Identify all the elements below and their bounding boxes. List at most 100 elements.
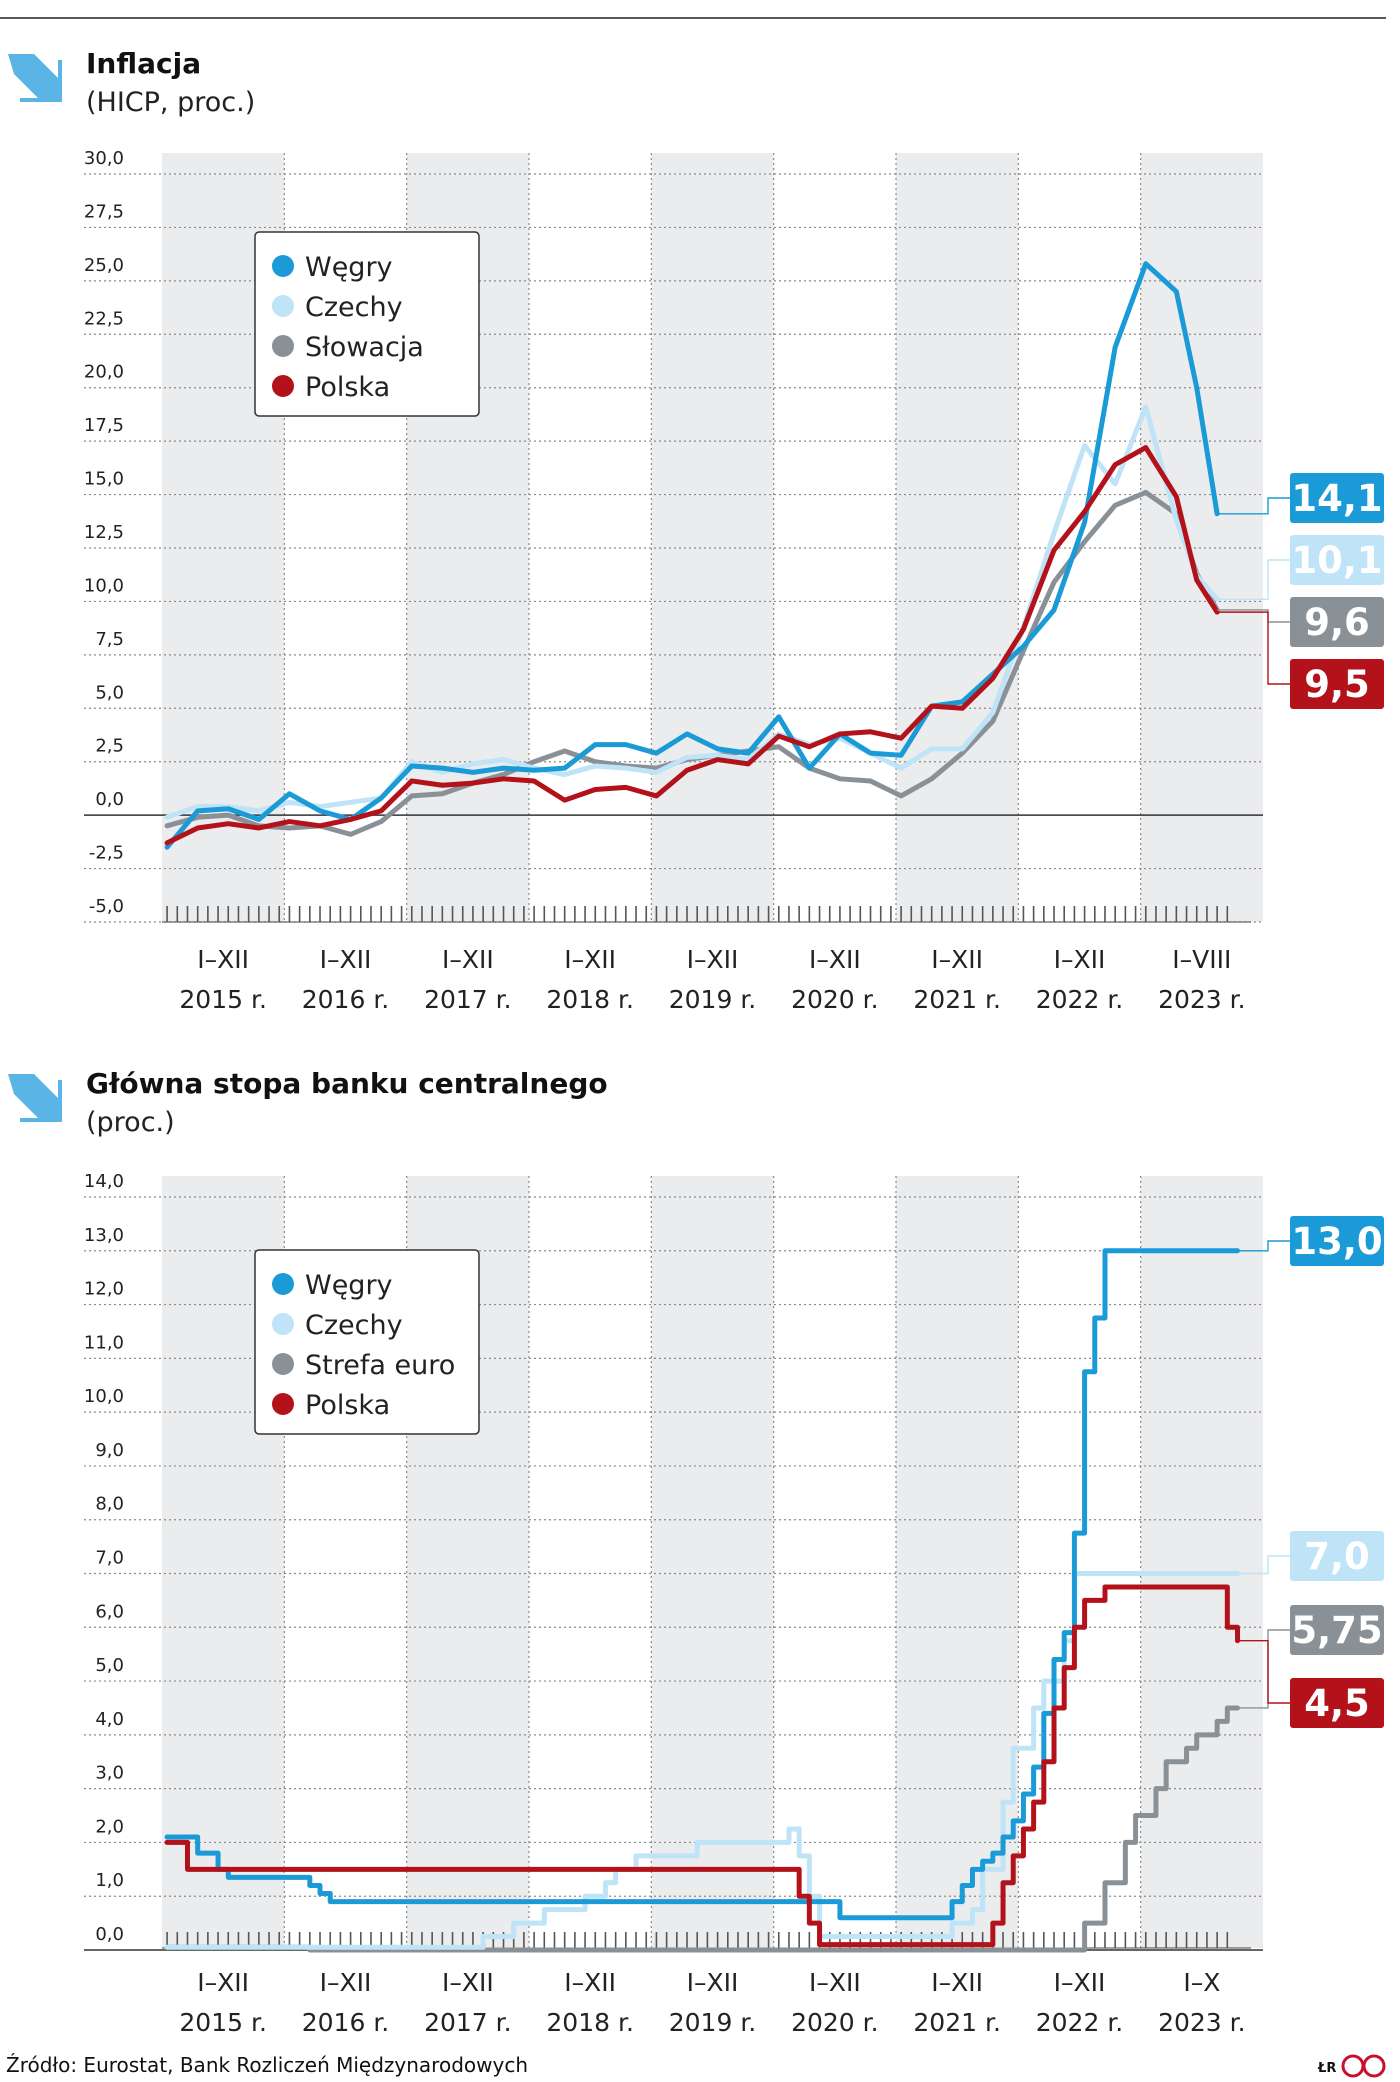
year-band xyxy=(896,153,1019,922)
end-label-connector xyxy=(1217,497,1290,515)
source-note: Źródło: Eurostat, Bank Rozliczeń Międzyn… xyxy=(6,2053,528,2077)
y-tick-label: 8,0 xyxy=(95,1494,124,1515)
end-label-value: 7,0 xyxy=(1304,1535,1370,1578)
x-label-period: I–XII xyxy=(687,1968,739,1997)
y-tick-label: 13,0 xyxy=(84,1225,124,1246)
y-tick-label: 10,0 xyxy=(84,575,124,596)
x-label-year: 2018 r. xyxy=(546,985,634,1014)
legend-entry: Polska xyxy=(305,1390,390,1421)
end-label-connector xyxy=(1237,1640,1290,1704)
chart2-arrow-icon xyxy=(8,1074,62,1122)
x-label-period: I–XII xyxy=(320,1968,372,1997)
y-tick-label: 0,0 xyxy=(95,789,124,810)
y-tick-label: 30,0 xyxy=(84,148,124,169)
end-label-value: 5,75 xyxy=(1291,1609,1382,1652)
policy-rate-chart: 14,0 13,0 12,0 11,0 10,0 9,0 8,0 7,0 6,0 5,0 4,0 3,… xyxy=(84,1171,1384,2037)
end-label-connector xyxy=(1237,1555,1290,1575)
x-label-period: I–XII xyxy=(931,945,983,974)
x-label-year: 2016 r. xyxy=(302,985,390,1014)
y-tick-label: 7,0 xyxy=(95,1548,124,1569)
x-label-year: 2015 r. xyxy=(179,985,267,1014)
x-label-period: I–XII xyxy=(197,945,249,974)
y-tick-label: 0,0 xyxy=(95,1924,124,1945)
x-label-year: 2017 r. xyxy=(424,2008,512,2037)
x-label-period: I–XII xyxy=(1054,945,1106,974)
x-label-period: I–XII xyxy=(1054,1968,1106,1997)
legend-entry: Węgry xyxy=(305,252,393,283)
y-tick-label: 15,0 xyxy=(84,469,124,490)
chart1-arrow-icon xyxy=(8,54,62,102)
end-label-box xyxy=(1290,473,1384,523)
series-line-polska xyxy=(164,445,1220,846)
x-label-year: 2018 r. xyxy=(546,2008,634,2037)
x-label-period: I–XII xyxy=(320,945,372,974)
end-label-value: 13,0 xyxy=(1291,1220,1382,1263)
legend-swatch xyxy=(272,375,294,397)
legend: Węgry Czechy Słowacja Polska xyxy=(254,231,480,417)
y-tick-label: 5,0 xyxy=(95,1655,124,1676)
end-label-value: 9,6 xyxy=(1304,601,1370,644)
x-label-year: 2021 r. xyxy=(913,985,1001,1014)
x-label-year: 2015 r. xyxy=(179,2008,267,2037)
inflation-chart: 30,0 27,5 25,0 22,5 20,0 17,5 15,0 12,5 10,0 7,5 5… xyxy=(84,148,1384,1014)
x-label-year: 2016 r. xyxy=(302,2008,390,2037)
x-label-period: I–XII xyxy=(809,1968,861,1997)
y-tick-label: -5,0 xyxy=(89,896,124,917)
legend-swatch xyxy=(272,1273,294,1295)
legend-entry: Czechy xyxy=(305,1310,403,1341)
y-tick-label: 27,5 xyxy=(84,201,124,222)
y-tick-label: 20,0 xyxy=(84,362,124,383)
y-tick-label: 5,0 xyxy=(95,682,124,703)
chart2-subtitle: (proc.) xyxy=(86,1107,175,1138)
end-label-box xyxy=(1290,1678,1384,1728)
series-line-czechy xyxy=(164,404,1220,820)
end-label-value: 10,1 xyxy=(1291,539,1382,582)
x-label-period: I–XII xyxy=(931,1968,983,1997)
legend-swatch xyxy=(272,1353,294,1375)
legend-swatch xyxy=(272,1393,294,1415)
author-initials: ŁR xyxy=(1317,2061,1336,2076)
end-label-connector xyxy=(1217,559,1290,600)
chart1-subtitle: (HICP, proc.) xyxy=(86,87,255,118)
y-tick-label: -2,5 xyxy=(89,843,124,864)
legend-entry: Czechy xyxy=(305,292,403,323)
y-tick-label: 7,5 xyxy=(95,629,124,650)
y-tick-label: 6,0 xyxy=(95,1601,124,1622)
x-label-year: 2020 r. xyxy=(791,985,879,1014)
end-label-connector xyxy=(1237,1240,1290,1252)
x-label-year: 2019 r. xyxy=(669,2008,757,2037)
x-label-period: I–X xyxy=(1183,1968,1220,1997)
end-label-box xyxy=(1290,1605,1384,1655)
y-tick-label: 9,0 xyxy=(95,1440,124,1461)
end-label-value: 4,5 xyxy=(1304,1682,1370,1725)
year-band xyxy=(1140,1176,1263,1948)
x-label-period: I–XII xyxy=(809,945,861,974)
y-tick-label: 4,0 xyxy=(95,1709,124,1730)
year-band xyxy=(651,1176,774,1948)
end-label-box xyxy=(1290,1216,1384,1266)
y-tick-label: 25,0 xyxy=(84,255,124,276)
x-label-year: 2022 r. xyxy=(1036,985,1124,1014)
end-label-box xyxy=(1290,535,1384,585)
chart1-title: Inflacja xyxy=(86,47,201,80)
y-tick-label: 2,5 xyxy=(95,736,124,757)
x-label-period: I–XII xyxy=(197,1968,249,1997)
y-tick-label: 17,5 xyxy=(84,415,124,436)
legend: Węgry Czechy Strefa euro Polska xyxy=(254,1249,480,1435)
legend-entry: Węgry xyxy=(305,1270,393,1301)
x-label-year: 2021 r. xyxy=(913,2008,1001,2037)
legend-box xyxy=(254,1249,480,1435)
legend-entry: Strefa euro xyxy=(305,1350,455,1381)
series-line-polska xyxy=(164,1584,1241,1948)
legend-entry: Polska xyxy=(305,372,390,403)
chart2-title: Główna stopa banku centralnego xyxy=(86,1067,608,1100)
x-label-year: 2023 r. xyxy=(1158,985,1246,1014)
y-tick-label: 3,0 xyxy=(95,1763,124,1784)
year-band xyxy=(651,153,774,922)
x-label-period: I–XII xyxy=(564,1968,616,1997)
end-label-value: 9,5 xyxy=(1304,663,1370,706)
x-label-period: I–XII xyxy=(442,1968,494,1997)
year-band xyxy=(1140,153,1263,922)
y-tick-label: 11,0 xyxy=(84,1332,124,1353)
